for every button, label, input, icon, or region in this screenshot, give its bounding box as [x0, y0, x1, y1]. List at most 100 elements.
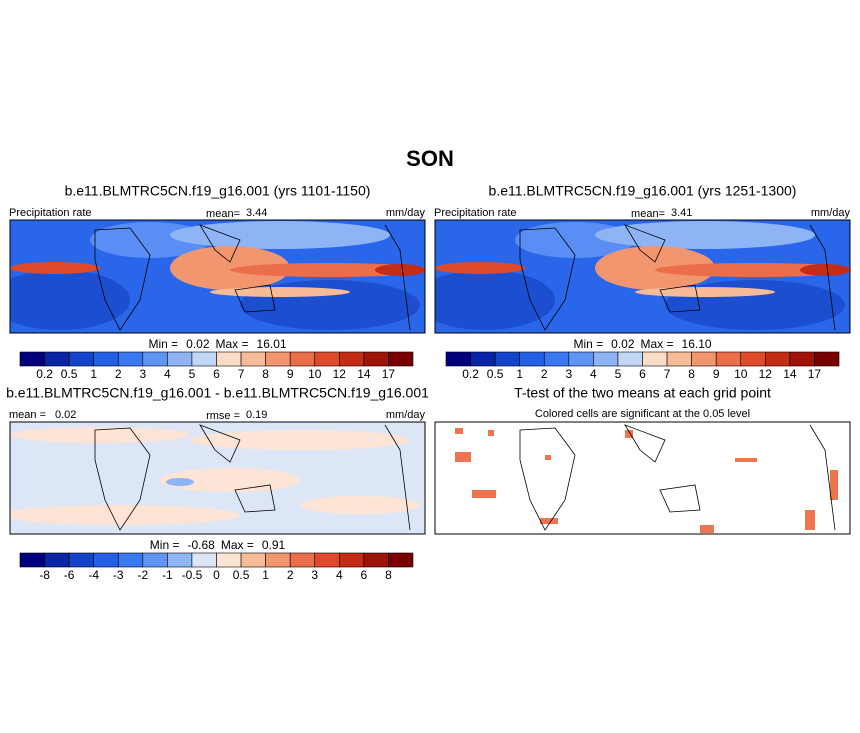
- min-max: Min = 0.02 Max = 16.10: [573, 337, 711, 351]
- units: mm/day: [811, 207, 851, 219]
- colorbar-box: [240, 351, 266, 367]
- colorbar-label: 12: [759, 367, 773, 381]
- colorbar-label: 17: [808, 367, 822, 381]
- map: [435, 220, 850, 333]
- colorbar-box: [142, 552, 168, 568]
- colorbar-label: 10: [734, 367, 748, 381]
- colorbar-box: [740, 351, 766, 367]
- map-frame: [434, 219, 851, 334]
- figure-title: SON: [406, 146, 454, 171]
- min-label: Min =: [148, 337, 178, 351]
- colorbar-label: 17: [382, 367, 396, 381]
- colorbar-box: [167, 351, 193, 367]
- left-label: Precipitation rate: [434, 207, 517, 219]
- colorbar-box: [789, 351, 815, 367]
- panel-subtitle: Colored cells are significant at the 0.0…: [535, 408, 750, 420]
- left-value: 0.02: [55, 409, 76, 421]
- colorbar-label: 3: [139, 367, 146, 381]
- colorbar-label: 5: [189, 367, 196, 381]
- colorbar-label: -4: [88, 568, 99, 582]
- min-label: Min =: [150, 538, 180, 552]
- colorbar-box: [617, 351, 643, 367]
- colorbar-box: [68, 552, 94, 568]
- colorbar-box: [765, 351, 791, 367]
- colorbar-box: [93, 552, 119, 568]
- colorbar-label: -8: [39, 568, 50, 582]
- max: 16.01: [257, 337, 287, 351]
- colorbar-box: [691, 351, 717, 367]
- colorbar-label: 7: [664, 367, 671, 381]
- units: mm/day: [386, 207, 426, 219]
- colorbar-label: 7: [238, 367, 245, 381]
- max: 16.10: [682, 337, 712, 351]
- colorbar-box: [388, 552, 414, 568]
- colorbar-box: [117, 351, 144, 367]
- colorbar-box: [666, 351, 692, 367]
- map-frame: [9, 421, 426, 535]
- colorbar-label: 2: [115, 367, 122, 381]
- colorbar-box: [642, 351, 668, 367]
- max-label: Max =: [221, 538, 254, 552]
- mean-value: 3.44: [246, 207, 267, 219]
- colorbar-box: [191, 552, 217, 568]
- colorbar-label: 4: [336, 568, 343, 582]
- colorbar-label: -6: [64, 568, 75, 582]
- mean-label: mean=: [206, 208, 240, 220]
- colorbar-box: [814, 351, 840, 367]
- colorbar-label: 0.5: [233, 568, 250, 582]
- colorbar-label: 3: [311, 568, 318, 582]
- colorbar-box: [240, 552, 266, 568]
- colorbar-box: [289, 351, 316, 367]
- min: -0.68: [187, 538, 215, 552]
- colorbar-box: [314, 351, 340, 367]
- mean-value: 3.41: [671, 207, 692, 219]
- colorbar-box: [568, 351, 594, 367]
- colorbar-label: 8: [262, 367, 269, 381]
- colorbar-box: [339, 351, 365, 367]
- colorbar-box: [543, 351, 570, 367]
- map: [10, 422, 425, 534]
- colorbar-box: [363, 552, 389, 568]
- colorbar-label: 1: [516, 367, 523, 381]
- mean-label: rmse =: [206, 410, 240, 422]
- colorbar-label: 14: [783, 367, 797, 381]
- panel-title: b.e11.BLMTRC5CN.f19_g16.001 (yrs 1101-11…: [65, 183, 371, 199]
- colorbar-label: -2: [137, 568, 148, 582]
- map-frame: [434, 421, 851, 535]
- min: 0.02: [186, 337, 210, 351]
- min-max: Min = -0.68 Max = 0.91: [150, 538, 286, 552]
- mean-label: mean=: [631, 208, 665, 220]
- colorbar-box: [142, 351, 168, 367]
- colorbar-box: [44, 552, 70, 568]
- colorbar-label: 4: [590, 367, 597, 381]
- colorbar-label: 1: [90, 367, 97, 381]
- colorbar-box: [715, 351, 742, 367]
- colorbar-label: 6: [361, 568, 368, 582]
- colorbar-box: [167, 552, 193, 568]
- colorbar-box: [314, 552, 340, 568]
- colorbar-box: [494, 351, 520, 367]
- colorbar-box: [289, 552, 316, 568]
- colorbar-label: 14: [357, 367, 371, 381]
- colorbar-box: [19, 552, 45, 568]
- panel-title: T-test of the two means at each grid poi…: [514, 385, 771, 401]
- colorbar-box: [339, 552, 365, 568]
- colorbar-label: 2: [541, 367, 548, 381]
- colorbar-box: [44, 351, 70, 367]
- colorbar-box: [19, 351, 45, 367]
- max-label: Max =: [216, 337, 249, 351]
- colorbar-box: [363, 351, 389, 367]
- min: 0.02: [611, 337, 635, 351]
- max-label: Max =: [641, 337, 674, 351]
- colorbar-label: 5: [615, 367, 622, 381]
- colorbar-label: 8: [385, 568, 392, 582]
- colorbar-label: 0.5: [487, 367, 504, 381]
- panel-title: b.e11.BLMTRC5CN.f19_g16.001 - b.e11.BLMT…: [6, 385, 429, 401]
- max: 0.91: [262, 538, 286, 552]
- colorbar-box: [216, 351, 242, 367]
- colorbar-box: [216, 552, 242, 568]
- colorbar-box: [93, 351, 119, 367]
- colorbar-label: 12: [333, 367, 347, 381]
- colorbar-label: 0: [213, 568, 220, 582]
- colorbar-label: 0.5: [61, 367, 78, 381]
